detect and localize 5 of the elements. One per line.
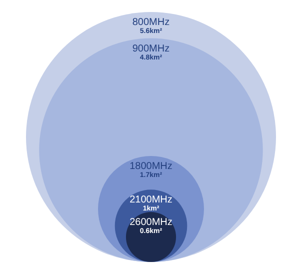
category-label: 1800MHz bbox=[130, 161, 172, 172]
category-label: 900MHz bbox=[132, 43, 170, 54]
category-label: 2600MHz bbox=[130, 216, 172, 228]
category-label: 2100MHz bbox=[130, 194, 172, 206]
category-label: 800MHz bbox=[132, 17, 170, 28]
